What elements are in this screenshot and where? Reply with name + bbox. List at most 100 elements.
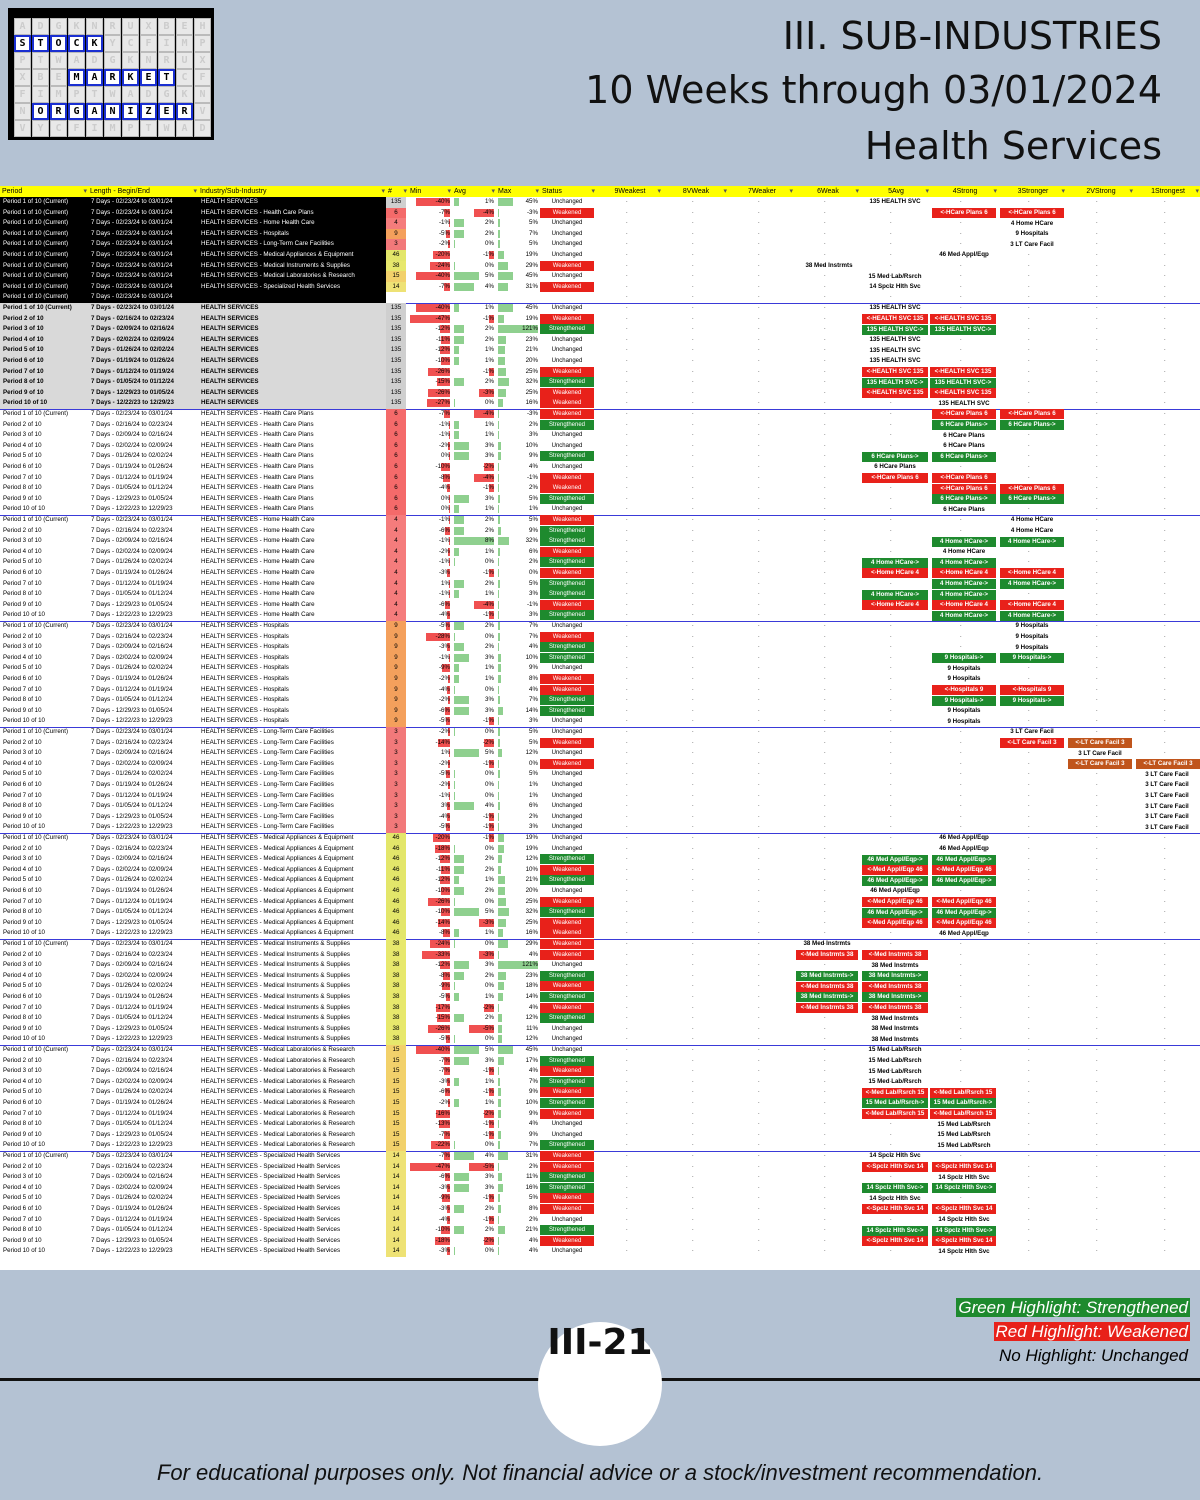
column-header[interactable]: Industry/Sub-Industry (198, 186, 386, 197)
data-bar (489, 1067, 494, 1076)
pct-cell: 10% (525, 441, 538, 449)
strength-label: <-HCare Plans 6 (932, 207, 996, 218)
column-header[interactable]: Status (540, 186, 596, 197)
bucket-dot: . (824, 1247, 826, 1254)
bucket-dot: . (626, 526, 628, 533)
text-cell: Period 10 of 10 (3, 717, 45, 725)
bucket-dot: . (824, 484, 826, 491)
column-header[interactable]: Max (496, 186, 540, 197)
bucket-dot: . (1096, 357, 1098, 363)
data-bar (415, 272, 450, 281)
data-bar (454, 908, 479, 917)
text-cell: HEALTH SERVICES - Health Care Plans (201, 420, 314, 428)
column-header[interactable]: 3Stronger (998, 186, 1066, 197)
count-cell: 3 (386, 811, 406, 823)
logo-cell: T (32, 52, 49, 69)
text-cell: 7 Days - 01/19/24 to 01/26/24 (91, 675, 173, 682)
status-cell: Unchanged (551, 845, 583, 852)
column-header[interactable]: Avg (452, 186, 496, 197)
column-header[interactable]: 1Strongest (1134, 186, 1200, 197)
text-cell: 7 Days - 02/23/24 to 03/01/24 (91, 208, 173, 216)
bucket-dot: . (1164, 1194, 1166, 1201)
column-header[interactable]: 9Weakest (596, 186, 662, 197)
bucket-dot: . (626, 653, 628, 660)
bucket-dot: . (758, 706, 760, 713)
bucket-dot: . (692, 1099, 694, 1105)
text-cell: HEALTH SERVICES - Medical Laboratories &… (201, 1056, 355, 1064)
text-cell: 7 Days - 02/02/24 to 02/09/24 (91, 971, 173, 979)
text-cell: HEALTH SERVICES - Medical Laboratories &… (201, 1130, 355, 1138)
bucket-dot: . (1096, 240, 1098, 247)
column-header[interactable]: Length - Begin/End (88, 186, 198, 197)
bucket-dot: . (626, 420, 628, 427)
text-cell: Period 5 of 10 (3, 1194, 42, 1202)
data-bar (498, 950, 500, 959)
text-cell: Period 4 of 10 (3, 865, 42, 873)
data-bar (474, 410, 494, 418)
bucket-dot: . (692, 1226, 694, 1233)
strength-label: 38 Med Instrmts-> (862, 992, 928, 1003)
pct-cell: -20% (435, 251, 450, 258)
data-bar (444, 208, 450, 217)
bucket-dot: . (758, 367, 760, 374)
pct-cell: 1% (485, 590, 494, 598)
pct-cell: -40% (435, 198, 450, 205)
bucket-dot: . (960, 643, 962, 650)
data-bar (454, 325, 464, 334)
status-cell: Strengthened (540, 536, 594, 547)
bucket-dot: . (626, 1215, 628, 1222)
column-header[interactable]: 6Weak (794, 186, 860, 197)
text-cell: HEALTH SERVICES - Home Health Care (201, 558, 315, 566)
pct-cell: -1% (438, 420, 450, 428)
bucket-dot: . (1096, 282, 1098, 289)
bucket-dot: . (1164, 198, 1166, 204)
bucket-dot: . (1164, 982, 1166, 989)
data-bar (447, 1247, 450, 1256)
column-header[interactable]: 5Avg (860, 186, 930, 197)
pct-cell: 29% (525, 940, 538, 947)
status-cell: Strengthened (540, 875, 594, 886)
logo-cell: N (86, 18, 103, 35)
status-cell: Strengthened (540, 493, 594, 504)
text-cell: HEALTH SERVICES - Medical Appliances & E… (201, 897, 354, 905)
status-cell: Weakened (540, 939, 594, 949)
status-cell: Unchanged (551, 1025, 583, 1032)
pct-cell: 1% (485, 547, 494, 555)
text-cell: HEALTH SERVICES - Hospitals (201, 622, 289, 629)
text-cell: HEALTH SERVICES (201, 198, 258, 205)
strength-label: 46 Med Appl/Eqp (870, 887, 920, 895)
bucket-dot: . (824, 378, 826, 385)
pct-cell: 3% (529, 611, 538, 619)
data-bar (447, 1077, 450, 1086)
bucket-dot: . (626, 812, 628, 819)
logo-cell: D (194, 120, 211, 137)
column-header[interactable]: # (386, 186, 408, 197)
count-cell: 38 (386, 992, 406, 1003)
row-grey-bg (0, 334, 386, 346)
count-cell: 135 (386, 356, 406, 367)
column-header[interactable]: 2VStrong (1066, 186, 1134, 197)
bucket-dot: . (890, 526, 892, 533)
pct-cell: -15% (435, 1014, 450, 1022)
pct-cell: 23% (525, 335, 538, 343)
column-header[interactable]: 7Weaker (728, 186, 794, 197)
bucket-dot: . (960, 802, 962, 809)
bucket-dot: . (758, 812, 760, 819)
bucket-dot: . (692, 494, 694, 501)
pct-cell: 2% (485, 1226, 494, 1234)
data-bar (484, 738, 494, 747)
pct-cell: -14% (435, 918, 450, 926)
count-cell: 14 (386, 1225, 406, 1236)
data-bar (447, 569, 450, 577)
pct-cell: 4% (485, 802, 494, 810)
column-header[interactable]: Min (408, 186, 452, 197)
data-bar (427, 1024, 450, 1033)
text-cell: 7 Days - 01/26/24 to 02/02/24 (91, 982, 173, 990)
column-header[interactable]: Period (0, 186, 88, 197)
strength-label: 9 Hospitals (947, 675, 981, 683)
column-header[interactable]: 4Strong (930, 186, 998, 197)
bucket-dot: . (692, 516, 694, 522)
strength-label: 46 Med Appl/Eqp (939, 251, 989, 259)
column-header[interactable]: 8VWeak (662, 186, 728, 197)
bucket-dot: . (692, 632, 694, 639)
